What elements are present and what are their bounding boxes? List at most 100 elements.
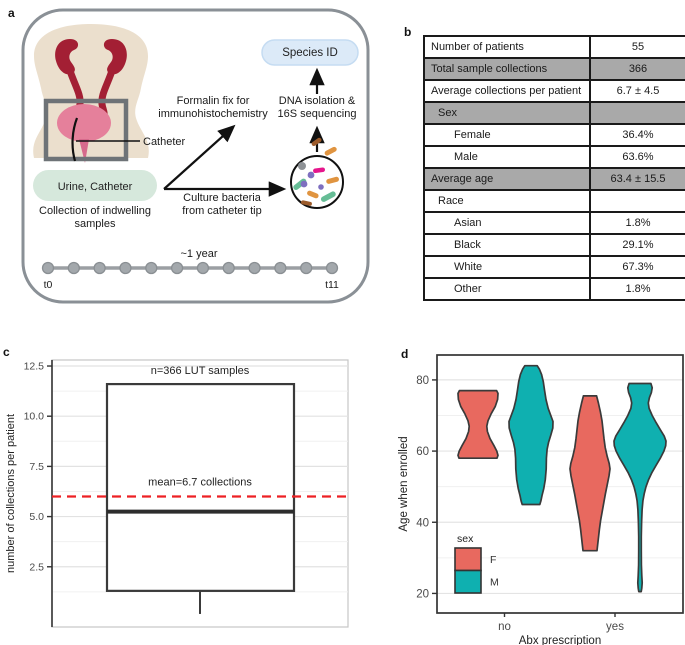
table-row: Asian 1.8% bbox=[425, 211, 685, 233]
violin-yes-F bbox=[569, 395, 611, 552]
table-cell-label: Female bbox=[454, 129, 491, 141]
x-tick-label: yes bbox=[606, 621, 624, 633]
right-kidney-icon bbox=[103, 39, 127, 75]
table-cell-value: 1.8% bbox=[589, 213, 685, 233]
violin-no-M bbox=[508, 364, 554, 506]
table-row: Number of patients 55 bbox=[425, 37, 685, 57]
table-row: Race bbox=[425, 189, 685, 211]
mean-annotation: mean=6.7 collections bbox=[148, 476, 252, 488]
table-cell-label: Race bbox=[438, 195, 464, 207]
bacteria-cells-icon bbox=[293, 137, 339, 206]
table-row: Male 63.6% bbox=[425, 145, 685, 167]
table-cell-value: 67.3% bbox=[589, 257, 685, 277]
legend-title: sex bbox=[457, 533, 474, 545]
y-tick-label: 40 bbox=[416, 517, 429, 529]
formalin-label-line2: immunohistochemistry bbox=[158, 108, 268, 120]
table-cell-value bbox=[589, 191, 685, 211]
species-id-pill bbox=[261, 39, 359, 66]
table-cell-value: 63.6% bbox=[589, 147, 685, 167]
demographics-table: Number of patients 55 Total sample collect… bbox=[423, 35, 685, 301]
table-row: Average age 63.4 ± 15.5 bbox=[425, 167, 685, 189]
table-cell-label: Sex bbox=[438, 107, 457, 119]
timeline-duration-label: ~1 year bbox=[181, 248, 218, 260]
left-kidney-icon bbox=[55, 39, 79, 75]
table-cell-value: 63.4 ± 15.5 bbox=[589, 169, 685, 189]
timeline-dot bbox=[67, 261, 80, 275]
timeline-dot bbox=[274, 261, 287, 275]
formalin-label-line1: Formalin fix for bbox=[177, 95, 250, 107]
bladder-icon bbox=[57, 104, 111, 142]
y-tick-label: 5.0 bbox=[29, 511, 44, 523]
y-axis-title: Age when enrolled bbox=[398, 436, 410, 531]
catheter-tube-icon bbox=[71, 117, 79, 162]
timeline-dot bbox=[119, 261, 132, 275]
arrow-to-formalin bbox=[163, 124, 236, 190]
table-cell-value: 29.1% bbox=[589, 235, 685, 255]
urine-catheter-label: Urine, Catheter bbox=[58, 181, 133, 193]
collection-caption-line2: samples bbox=[75, 218, 116, 230]
timeline-dot bbox=[222, 261, 235, 275]
panel-a-illustration: Catheter Urine, Catheter Collection of i… bbox=[21, 8, 370, 304]
table-cell-label: Other bbox=[454, 283, 482, 295]
table-cell-label: White bbox=[454, 261, 483, 273]
table-row: Average collections per patient 6.7 ± 4.5 bbox=[425, 79, 685, 101]
timeline-end-label: t11 bbox=[325, 279, 339, 291]
table-row: White 67.3% bbox=[425, 255, 685, 277]
species-id-label: Species ID bbox=[282, 47, 338, 59]
urethra-icon bbox=[79, 139, 89, 163]
table-row: Female 36.4% bbox=[425, 123, 685, 145]
bladder-zoom-box bbox=[43, 98, 129, 162]
violin-yes-M bbox=[613, 382, 667, 593]
catheter-label: Catheter bbox=[143, 136, 186, 148]
timeline-dot bbox=[300, 261, 313, 275]
legend-swatch-F bbox=[454, 547, 482, 572]
table-row: Other 1.8% bbox=[425, 277, 685, 299]
x-axis-title: Abx prescription bbox=[519, 635, 601, 645]
y-axis-title: number of collections per patient bbox=[5, 414, 17, 573]
legend-label-F: F bbox=[490, 554, 496, 566]
table-cell-label: Total sample collections bbox=[431, 63, 548, 75]
y-tick-label: 7.5 bbox=[29, 461, 44, 473]
timeline-dot bbox=[248, 261, 261, 275]
timeline-dot bbox=[170, 261, 184, 275]
table-cell-value: 6.7 ± 4.5 bbox=[589, 81, 685, 101]
dna-label-line1: DNA isolation & bbox=[279, 95, 356, 107]
culture-label-line2: from catheter tip bbox=[182, 205, 261, 217]
y-tick-label: 10.0 bbox=[24, 411, 45, 423]
boxplot-chart: 2.5 5.0 7.5 10.0 12.5 n=366 LUT samples mean=6… bbox=[5, 359, 349, 628]
panel-a-label: a bbox=[8, 6, 15, 20]
violin-chart: 20 40 60 80 no yes Abx prescription Age when en… bbox=[398, 354, 684, 645]
table-cell-label: Black bbox=[454, 239, 481, 251]
box-iqr bbox=[105, 382, 296, 592]
table-row: Black 29.1% bbox=[425, 233, 685, 255]
timeline-dot bbox=[41, 261, 55, 275]
table-cell-label: Asian bbox=[454, 217, 482, 229]
y-tick-label: 60 bbox=[416, 446, 429, 458]
legend-swatch-M bbox=[454, 569, 482, 594]
table-cell-label: Male bbox=[454, 151, 478, 163]
timeline-start-label: t0 bbox=[44, 279, 53, 291]
table-cell-value: 366 bbox=[589, 59, 685, 79]
panel-d-label: d bbox=[401, 347, 409, 361]
culture-label-line1: Culture bacteria bbox=[183, 192, 262, 204]
table-cell-label: Average age bbox=[431, 173, 494, 185]
y-tick-label: 12.5 bbox=[24, 361, 45, 373]
y-tick-label: 80 bbox=[416, 375, 429, 387]
collection-caption-line1: Collection of indwelling bbox=[39, 205, 151, 217]
table-cell-value: 36.4% bbox=[589, 125, 685, 145]
urine-catheter-pill bbox=[33, 170, 157, 201]
timeline-dot bbox=[93, 261, 106, 275]
y-tick-label: 20 bbox=[416, 588, 429, 600]
table-row: Sex bbox=[425, 101, 685, 123]
plot-frame bbox=[436, 354, 684, 614]
x-tick-label: no bbox=[498, 621, 511, 633]
dna-label-line2: 16S sequencing bbox=[278, 108, 357, 120]
legend-label-M: M bbox=[490, 577, 499, 589]
y-tick-label: 2.5 bbox=[29, 561, 44, 573]
timeline-dot bbox=[145, 261, 158, 275]
timeline-dot bbox=[325, 261, 339, 275]
timeline-dots bbox=[41, 261, 339, 275]
table-cell-value bbox=[589, 103, 685, 123]
panel-c-label: c bbox=[3, 345, 10, 359]
